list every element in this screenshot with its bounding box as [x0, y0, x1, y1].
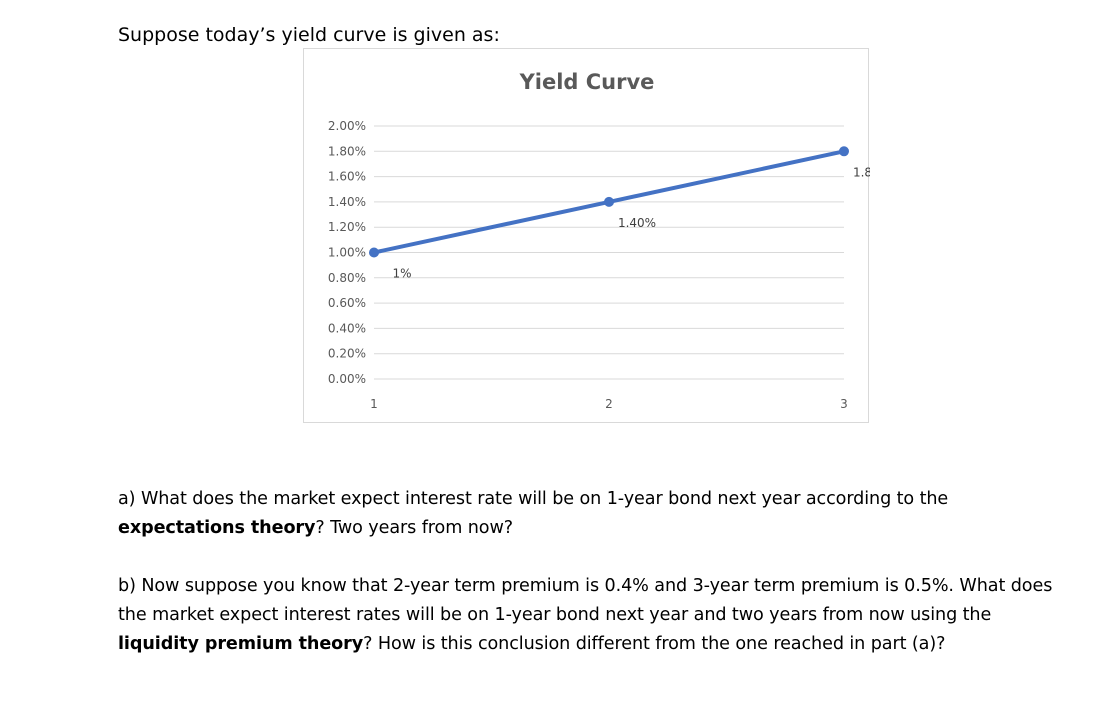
question-a-lead: a) What does the market expect interest …	[118, 489, 949, 509]
y-axis-ticks: 0.00% 0.20% 0.40% 0.60% 0.80% 1.00% 1.20% 1.40%…	[328, 119, 366, 386]
data-label: 1.80%	[853, 165, 870, 179]
yield-curve-chart: Yield Curve 0.00% 0.20% 0.40% 0.60% 0.80% 1.0…	[303, 48, 870, 423]
series-yield	[369, 146, 849, 258]
question-a-tail: ? Two years from now?	[315, 518, 513, 538]
y-tick-label: 0.40%	[328, 321, 366, 335]
y-tick-label: 1.60%	[328, 170, 366, 184]
chart-title: Yield Curve	[519, 70, 655, 94]
intro-text: Suppose today’s yield curve is given as:	[118, 24, 500, 46]
x-tick-label: 1	[370, 397, 378, 411]
x-axis-ticks: 1 2 3	[370, 397, 848, 411]
data-label: 1%	[392, 267, 411, 281]
y-tick-label: 0.00%	[328, 372, 366, 386]
y-tick-label: 0.80%	[328, 271, 366, 285]
data-point	[839, 146, 849, 157]
x-tick-label: 2	[605, 397, 613, 411]
y-tick-label: 0.60%	[328, 296, 366, 310]
question-b: b) Now suppose you know that 2-year term…	[118, 572, 1068, 659]
y-tick-label: 1.00%	[328, 246, 366, 260]
question-a: a) What does the market expect interest …	[118, 485, 1068, 543]
question-a-emphasis: expectations theory	[118, 518, 316, 538]
data-point	[604, 196, 614, 207]
data-label: 1.40%	[618, 216, 656, 230]
chart-canvas: Yield Curve 0.00% 0.20% 0.40% 0.60% 0.80% 1.0…	[328, 70, 870, 411]
question-b-lead: b) Now suppose you know that 2-year term…	[118, 576, 1053, 625]
x-tick-label: 3	[840, 397, 848, 411]
question-b-emphasis: liquidity premium theory	[118, 634, 364, 654]
data-point	[369, 247, 379, 258]
y-tick-label: 0.20%	[328, 347, 366, 361]
data-labels: 1% 1.40% 1.80%	[392, 165, 870, 280]
question-b-tail: ? How is this conclusion different from …	[363, 634, 946, 654]
y-tick-label: 1.80%	[328, 144, 366, 158]
gridlines	[374, 125, 844, 380]
y-tick-label: 2.00%	[328, 119, 366, 133]
y-tick-label: 1.20%	[328, 220, 366, 234]
y-tick-label: 1.40%	[328, 195, 366, 209]
